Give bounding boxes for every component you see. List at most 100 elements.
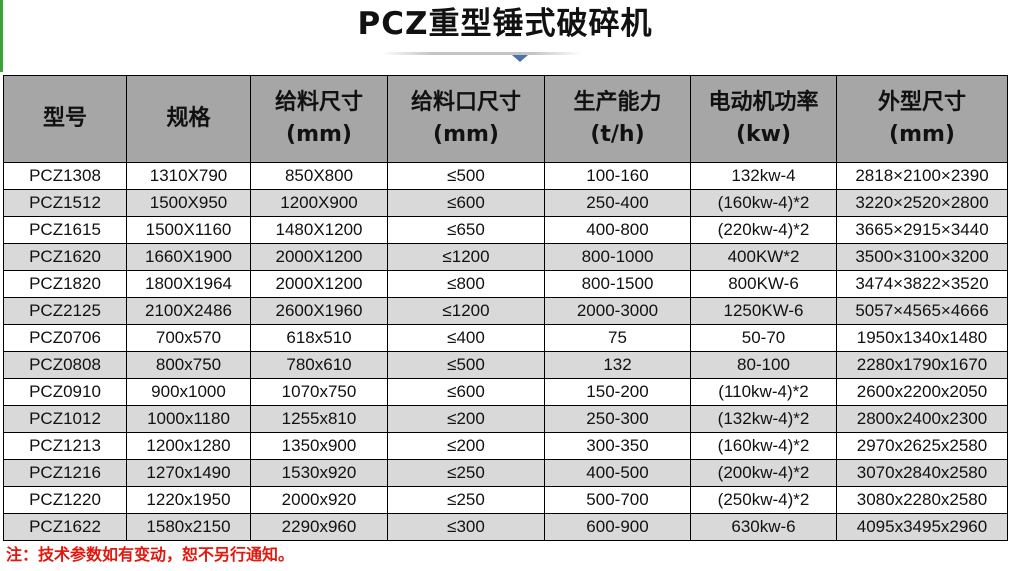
cell-capacity: 132 (544, 351, 691, 379)
cell-model: PCZ1308 (3, 162, 127, 190)
header-feed-size-label: 给料尺寸 (274, 90, 363, 115)
header-motor-power-label: 电动机功率 (708, 90, 819, 115)
table-row: PCZ2125 2100X2486 2600X1960 ≤1200 2000-3000 1… (3, 297, 1008, 325)
page-title: PCZ重型锤式破碎机 (357, 6, 653, 42)
cell-spec: 700x570 (126, 324, 251, 352)
cell-motor-power: 800KW-6 (690, 270, 837, 298)
cell-feed-opening: ≤200 (387, 405, 545, 433)
cell-motor-power: 630kw-6 (690, 513, 837, 541)
cell-dimensions: 1950x1340x1480 (836, 324, 1008, 352)
cell-capacity: 500-700 (544, 486, 691, 514)
cell-model: PCZ0808 (3, 351, 127, 379)
cell-feed-size: 2000X1200 (250, 243, 388, 271)
cell-capacity: 75 (544, 324, 691, 352)
table-body: PCZ1308 1310X790 850X800 ≤500 100-160 132kw-4… (3, 162, 1008, 541)
header-capacity: 生产能力 (t/h) (544, 75, 691, 163)
cell-model: PCZ1820 (3, 270, 127, 298)
cell-dimensions: 2800x2400x2300 (836, 405, 1008, 433)
cell-capacity: 300-350 (544, 432, 691, 460)
cell-spec: 1000x1180 (126, 405, 251, 433)
cell-capacity: 400-800 (544, 216, 691, 244)
spec-table: 型号 规格 给料尺寸 (mm) 给料口尺寸 (mm) 生产能力 (t/h) 电动… (3, 75, 1008, 541)
cell-feed-opening: ≤800 (387, 270, 545, 298)
left-accent-bar (0, 0, 3, 72)
cell-model: PCZ1220 (3, 486, 127, 514)
table-row: PCZ1620 1660X1900 2000X1200 ≤1200 800-1000 40… (3, 243, 1008, 271)
table-row: PCZ1213 1200x1280 1350x900 ≤200 300-350 (160k… (3, 432, 1008, 460)
table-row: PCZ1820 1800X1964 2000X1200 ≤800 800-1500 800… (3, 270, 1008, 298)
header-capacity-label: 生产能力 (573, 90, 662, 115)
title-underline (382, 52, 582, 55)
cell-feed-opening: ≤600 (387, 378, 545, 406)
cell-spec: 1220x1950 (126, 486, 251, 514)
cell-dimensions: 4095x3495x2960 (836, 513, 1008, 541)
cell-model: PCZ0910 (3, 378, 127, 406)
table-row: PCZ1308 1310X790 850X800 ≤500 100-160 132kw-4… (3, 162, 1008, 190)
cell-capacity: 2000-3000 (544, 297, 691, 325)
cell-feed-size: 2600X1960 (250, 297, 388, 325)
cell-spec: 1310X790 (126, 162, 251, 190)
cell-feed-size: 1255x810 (250, 405, 388, 433)
cell-feed-size: 618x510 (250, 324, 388, 352)
cell-dimensions: 3500×3100×3200 (836, 243, 1008, 271)
cell-spec: 1500X1160 (126, 216, 251, 244)
cell-model: PCZ1012 (3, 405, 127, 433)
cell-spec: 900x1000 (126, 378, 251, 406)
header-dimensions: 外型尺寸 (mm) (836, 75, 1008, 163)
cell-capacity: 800-1500 (544, 270, 691, 298)
cell-motor-power: (160kw-4)*2 (690, 189, 837, 217)
cell-capacity: 800-1000 (544, 243, 691, 271)
cell-spec: 1270x1490 (126, 459, 251, 487)
cell-dimensions: 3080x2280x2580 (836, 486, 1008, 514)
cell-dimensions: 3070x2840x2580 (836, 459, 1008, 487)
table-row: PCZ1216 1270x1490 1530x920 ≤250 400-500 (200k… (3, 459, 1008, 487)
cell-spec: 800x750 (126, 351, 251, 379)
cell-model: PCZ1615 (3, 216, 127, 244)
cell-feed-opening: ≤400 (387, 324, 545, 352)
cell-model: PCZ1216 (3, 459, 127, 487)
cell-feed-opening: ≤250 (387, 459, 545, 487)
header-feed-opening-unit: (mm) (433, 122, 499, 147)
cell-feed-size: 2290x960 (250, 513, 388, 541)
cell-feed-size: 2000X1200 (250, 270, 388, 298)
cell-spec: 1200x1280 (126, 432, 251, 460)
header-feed-opening-label: 给料口尺寸 (410, 90, 521, 115)
cell-capacity: 150-200 (544, 378, 691, 406)
cell-dimensions: 2280x1790x1670 (836, 351, 1008, 379)
cell-motor-power: (132kw-4)*2 (690, 405, 837, 433)
cell-dimensions: 2818×2100×2390 (836, 162, 1008, 190)
table-row: PCZ1622 1580x2150 2290x960 ≤300 600-900 630kw… (3, 513, 1008, 541)
cell-dimensions: 3665×2915×3440 (836, 216, 1008, 244)
cell-motor-power: 1250KW-6 (690, 297, 837, 325)
cell-feed-size: 1350x900 (250, 432, 388, 460)
header-model: 型号 (3, 75, 127, 163)
cell-feed-opening: ≤1200 (387, 243, 545, 271)
cell-motor-power: 50-70 (690, 324, 837, 352)
header-dimensions-unit: (mm) (889, 122, 955, 147)
cell-motor-power: 80-100 (690, 351, 837, 379)
header-motor-power: 电动机功率 (kw) (690, 75, 837, 163)
cell-dimensions: 2970x2625x2580 (836, 432, 1008, 460)
cell-capacity: 250-400 (544, 189, 691, 217)
cell-model: PCZ1622 (3, 513, 127, 541)
cell-model: PCZ2125 (3, 297, 127, 325)
cell-feed-opening: ≤200 (387, 432, 545, 460)
cell-model: PCZ0706 (3, 324, 127, 352)
cell-model: PCZ1620 (3, 243, 127, 271)
cell-model: PCZ1213 (3, 432, 127, 460)
cell-feed-opening: ≤1200 (387, 297, 545, 325)
cell-motor-power: (250kw-4)*2 (690, 486, 837, 514)
cell-motor-power: (200kw-4)*2 (690, 459, 837, 487)
cell-feed-size: 1480X1200 (250, 216, 388, 244)
table-row: PCZ1512 1500X950 1200X900 ≤600 250-400 (160kw… (3, 189, 1008, 217)
table-header: 型号 规格 给料尺寸 (mm) 给料口尺寸 (mm) 生产能力 (t/h) 电动… (3, 75, 1008, 163)
cell-feed-opening: ≤300 (387, 513, 545, 541)
cell-spec: 1580x2150 (126, 513, 251, 541)
header-row: 型号 规格 给料尺寸 (mm) 给料口尺寸 (mm) 生产能力 (t/h) 电动… (3, 75, 1008, 163)
footnote: 注：技术参数如有变动，恕不另行通知。 (6, 545, 295, 564)
title-notch-marker (512, 55, 528, 62)
cell-dimensions: 5057×4565×4666 (836, 297, 1008, 325)
cell-spec: 1660X1900 (126, 243, 251, 271)
cell-feed-opening: ≤600 (387, 189, 545, 217)
cell-feed-size: 850X800 (250, 162, 388, 190)
